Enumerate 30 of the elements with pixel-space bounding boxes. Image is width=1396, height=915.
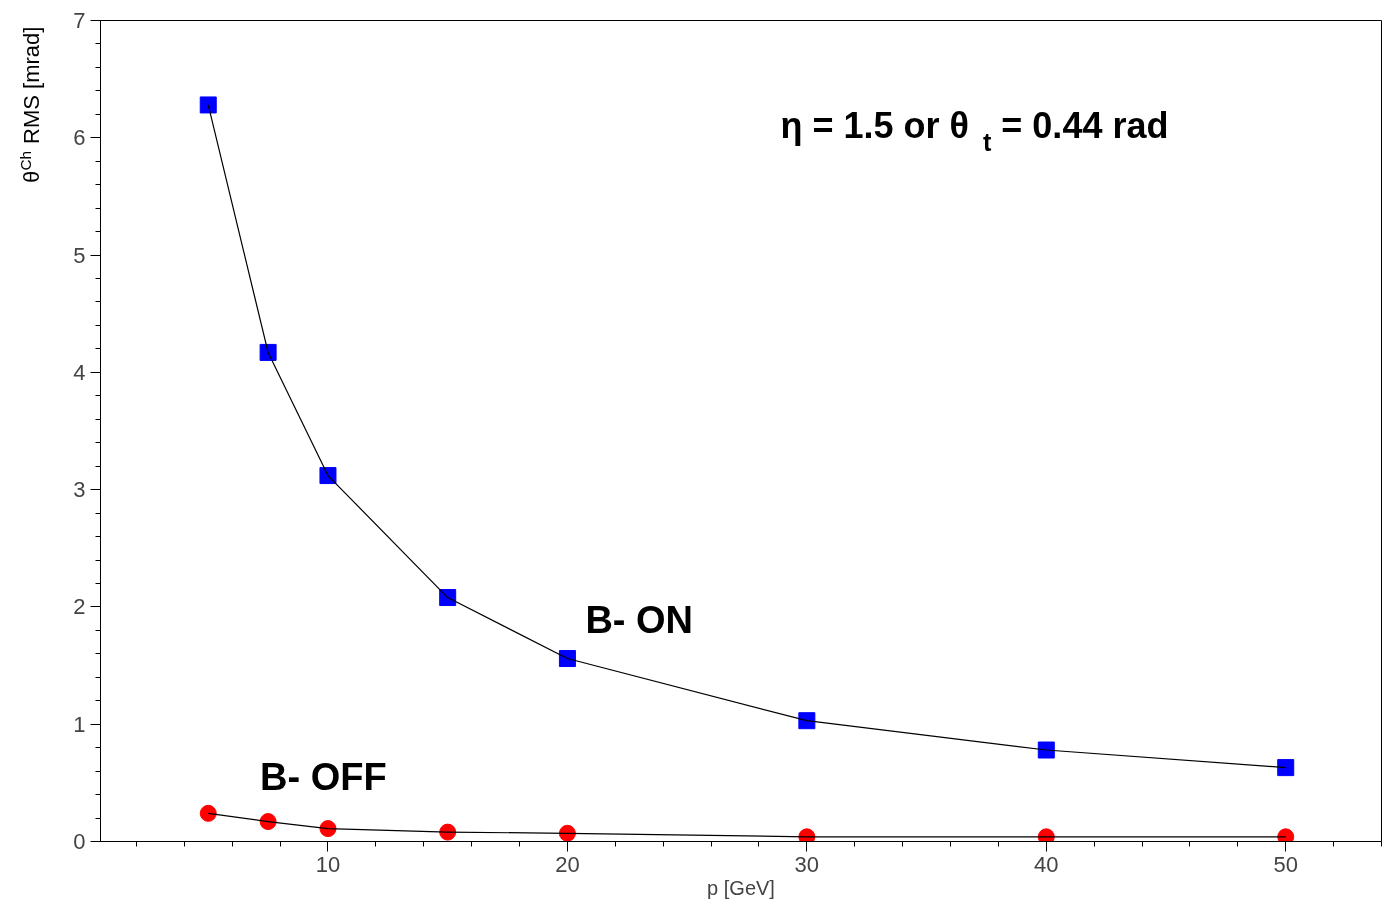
point (259, 813, 277, 831)
point (1277, 759, 1295, 777)
x-tick-label: 40 (1034, 851, 1059, 877)
x-tick-label: 10 (315, 851, 341, 877)
point (798, 712, 816, 730)
point (1277, 828, 1295, 842)
point (199, 96, 217, 114)
point (1037, 828, 1055, 842)
y-tick-label: 5 (73, 242, 86, 268)
point (319, 820, 337, 838)
y-tick-label: 6 (73, 125, 86, 151)
series-label: B- ON (585, 598, 694, 641)
y-tick-label: 2 (73, 594, 86, 620)
y-tick-label: 0 (73, 829, 86, 854)
point (558, 650, 576, 668)
y-tick-label: 3 (73, 477, 86, 503)
y-tick-label: 7 (73, 8, 86, 33)
x-tick-label: 30 (794, 851, 820, 877)
point (1037, 741, 1055, 759)
y-axis-title: θCh RMS [mrad] (16, 26, 44, 183)
point (199, 804, 217, 822)
y-tick-label: 1 (73, 711, 86, 737)
x-axis-title: p [GeV] (707, 876, 775, 899)
point (798, 828, 816, 842)
point (259, 343, 277, 361)
x-tick-label: 50 (1273, 851, 1298, 877)
series-label: B- OFF (260, 755, 387, 798)
x-tick-label: 20 (555, 851, 580, 877)
point (558, 824, 576, 842)
y-tick-label: 4 (73, 359, 86, 385)
